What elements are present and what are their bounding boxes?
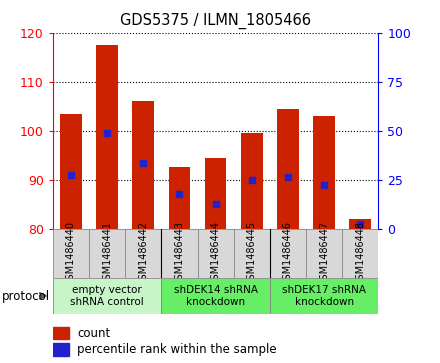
Bar [53,278,161,314]
Bar [313,116,335,229]
Text: count: count [77,327,110,339]
Bar [161,229,198,278]
Bar [270,229,306,278]
Bar [169,167,190,229]
Bar [132,101,154,229]
Text: GSM1486446: GSM1486446 [283,221,293,286]
Bar [161,278,270,314]
Text: shDEK17 shRNA
knockdown: shDEK17 shRNA knockdown [282,285,366,307]
Text: percentile rank within the sample: percentile rank within the sample [77,343,277,356]
Text: GSM1486440: GSM1486440 [66,221,76,286]
Text: GSM1486444: GSM1486444 [211,221,220,286]
Text: protocol: protocol [2,290,50,303]
Text: GSM1486445: GSM1486445 [247,221,257,286]
Bar [234,229,270,278]
Bar [60,114,82,229]
Bar [241,133,263,229]
Bar [53,229,89,278]
Bar [125,229,161,278]
Bar [198,229,234,278]
Bar [270,278,378,314]
Bar [277,109,299,229]
Bar [53,327,69,339]
Text: GSM1486443: GSM1486443 [174,221,184,286]
Bar [349,219,371,229]
Text: GSM1486442: GSM1486442 [138,221,148,286]
Text: GSM1486441: GSM1486441 [102,221,112,286]
Bar [306,229,342,278]
Text: empty vector
shRNA control: empty vector shRNA control [70,285,144,307]
Title: GDS5375 / ILMN_1805466: GDS5375 / ILMN_1805466 [120,12,311,29]
Bar [342,229,378,278]
Bar [89,229,125,278]
Bar [205,158,227,229]
Text: shDEK14 shRNA
knockdown: shDEK14 shRNA knockdown [174,285,257,307]
Text: GSM1486447: GSM1486447 [319,221,329,286]
Bar [96,45,118,229]
Bar [53,343,69,356]
Text: GSM1486448: GSM1486448 [356,221,365,286]
